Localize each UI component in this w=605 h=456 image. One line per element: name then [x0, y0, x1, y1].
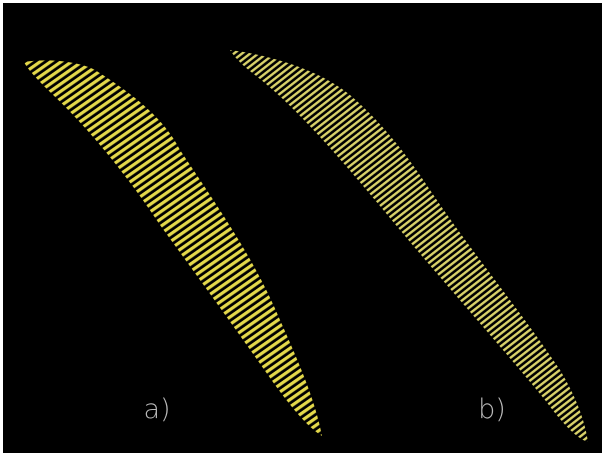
- figure: a) b): [0, 0, 605, 456]
- label-a: a): [143, 394, 170, 425]
- page: a) b) (() => { const data = JSON.parse(d…: [0, 0, 605, 456]
- label-b: b): [478, 394, 506, 425]
